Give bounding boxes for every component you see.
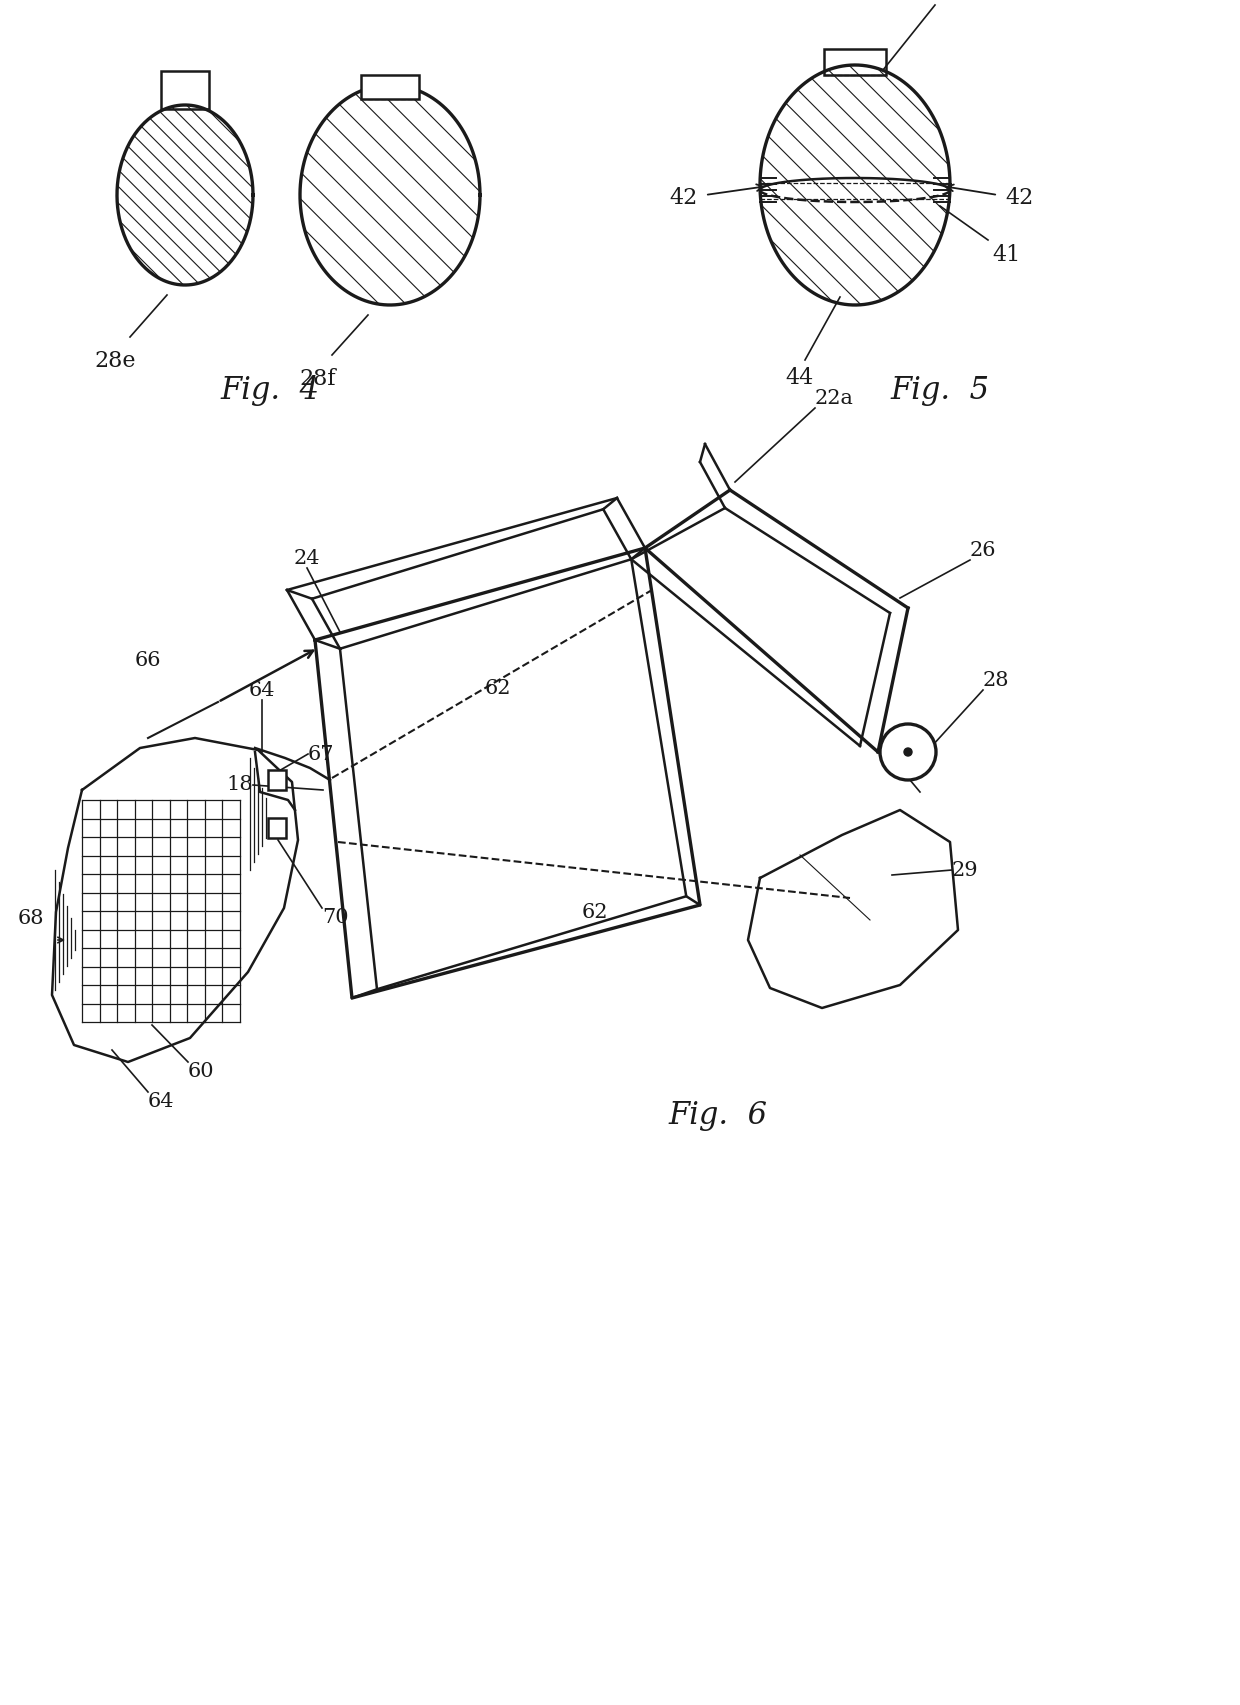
Text: 29: 29 bbox=[952, 861, 978, 880]
Text: 68: 68 bbox=[17, 909, 43, 928]
Text: 67: 67 bbox=[308, 745, 335, 764]
Text: 26: 26 bbox=[970, 540, 997, 559]
Text: Fig.  6: Fig. 6 bbox=[668, 1100, 768, 1130]
Text: Fig.  5: Fig. 5 bbox=[890, 375, 990, 406]
Text: 18: 18 bbox=[227, 776, 253, 795]
Text: 28f: 28f bbox=[300, 368, 336, 390]
Text: 28: 28 bbox=[983, 672, 1009, 691]
Text: 62: 62 bbox=[582, 902, 609, 921]
Text: 64: 64 bbox=[249, 680, 275, 701]
Bar bbox=[825, 49, 887, 75]
Bar bbox=[268, 771, 286, 789]
Text: 66: 66 bbox=[135, 651, 161, 670]
Circle shape bbox=[904, 748, 911, 755]
Text: 24: 24 bbox=[294, 549, 320, 568]
Text: 60: 60 bbox=[188, 1062, 215, 1081]
Text: 44: 44 bbox=[786, 367, 815, 389]
Text: 42: 42 bbox=[1004, 188, 1033, 210]
Text: 28e: 28e bbox=[94, 350, 135, 372]
Text: 70: 70 bbox=[322, 909, 348, 928]
Text: 41: 41 bbox=[992, 244, 1021, 266]
Text: 62: 62 bbox=[485, 679, 511, 697]
Text: Fig.  4: Fig. 4 bbox=[221, 375, 320, 406]
Text: 22a: 22a bbox=[815, 389, 854, 407]
Bar bbox=[268, 818, 286, 837]
Bar bbox=[361, 75, 419, 99]
Text: 42: 42 bbox=[670, 188, 698, 210]
Text: 64: 64 bbox=[148, 1091, 175, 1112]
Circle shape bbox=[880, 725, 936, 779]
Bar bbox=[161, 72, 210, 109]
